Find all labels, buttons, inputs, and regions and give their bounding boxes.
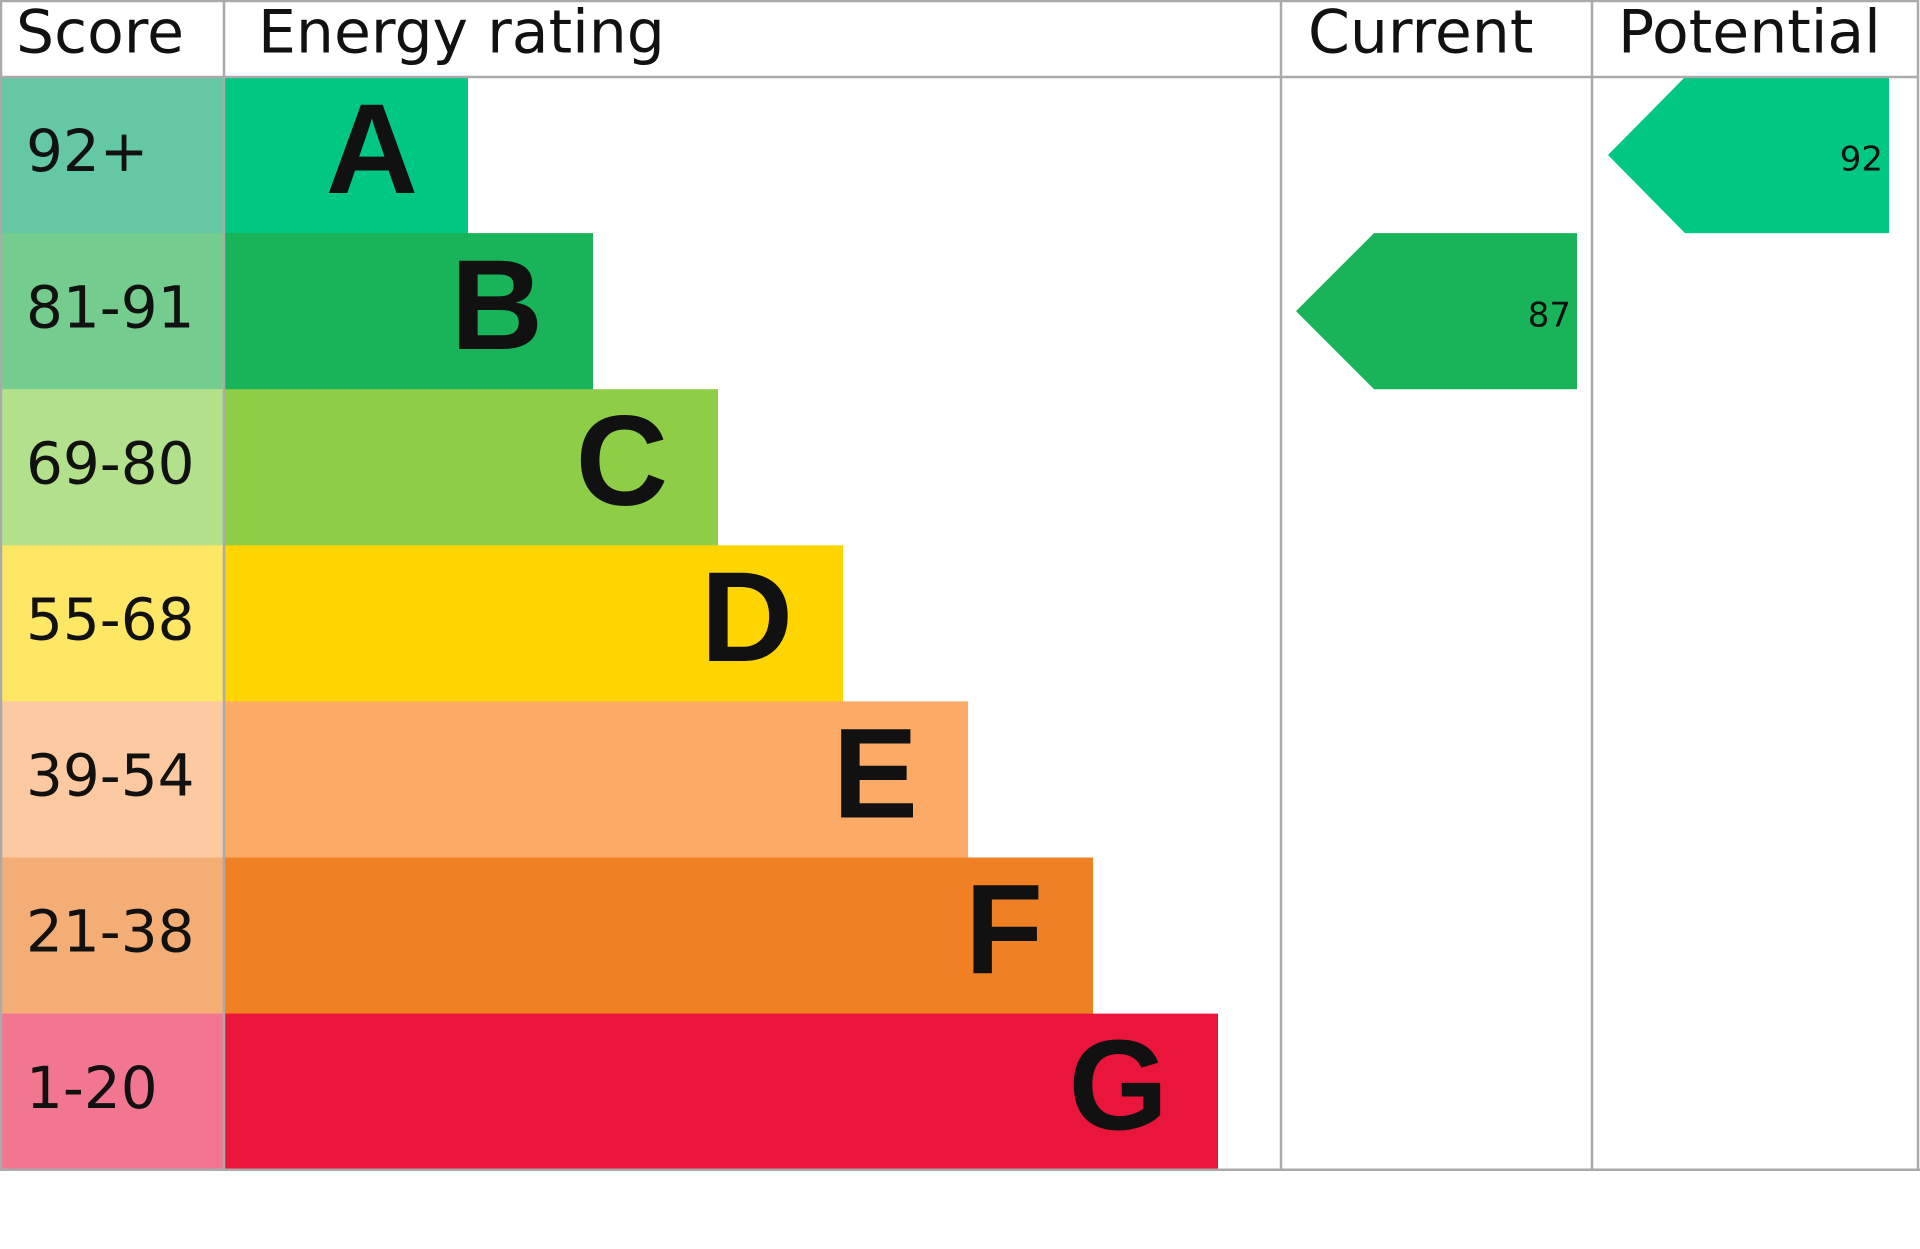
rating-letter: A bbox=[326, 78, 418, 221]
header-current: Current bbox=[1308, 0, 1533, 68]
current-value: 87 bbox=[1528, 296, 1571, 336]
rating-letter: D bbox=[701, 546, 793, 689]
score-label: 39-54 bbox=[26, 742, 195, 810]
score-label: 81-91 bbox=[26, 273, 195, 341]
score-label: 55-68 bbox=[26, 585, 195, 653]
rating-letter: B bbox=[451, 234, 543, 377]
score-cell bbox=[0, 701, 224, 858]
score-label: 1-20 bbox=[26, 1054, 158, 1122]
rating-bar bbox=[224, 545, 843, 702]
score-cell bbox=[0, 545, 224, 702]
header-rating: Energy rating bbox=[258, 0, 665, 68]
score-cell bbox=[0, 77, 224, 234]
rating-bar bbox=[224, 77, 468, 234]
header-potential: Potential bbox=[1618, 0, 1881, 68]
score-label: 21-38 bbox=[26, 898, 195, 966]
rating-bar bbox=[224, 701, 968, 858]
score-cell bbox=[0, 1013, 224, 1171]
rating-letter: F bbox=[965, 858, 1043, 1001]
rating-bar bbox=[224, 857, 1093, 1015]
score-cell bbox=[0, 857, 224, 1015]
rating-letter: C bbox=[576, 390, 668, 533]
potential-arrow bbox=[1608, 77, 1889, 234]
rating-bar bbox=[224, 1013, 1218, 1171]
rating-letter: G bbox=[1068, 1014, 1168, 1157]
header-score: Score bbox=[16, 0, 184, 68]
rating-letter: E bbox=[833, 702, 918, 845]
current-arrow bbox=[1296, 233, 1577, 390]
rating-bar bbox=[224, 389, 718, 546]
potential-value: 92 bbox=[1840, 140, 1883, 180]
score-cell bbox=[0, 233, 224, 390]
score-cell bbox=[0, 389, 224, 546]
score-label: 69-80 bbox=[26, 429, 195, 497]
score-label: 92+ bbox=[26, 117, 148, 185]
rating-bar bbox=[224, 233, 593, 390]
